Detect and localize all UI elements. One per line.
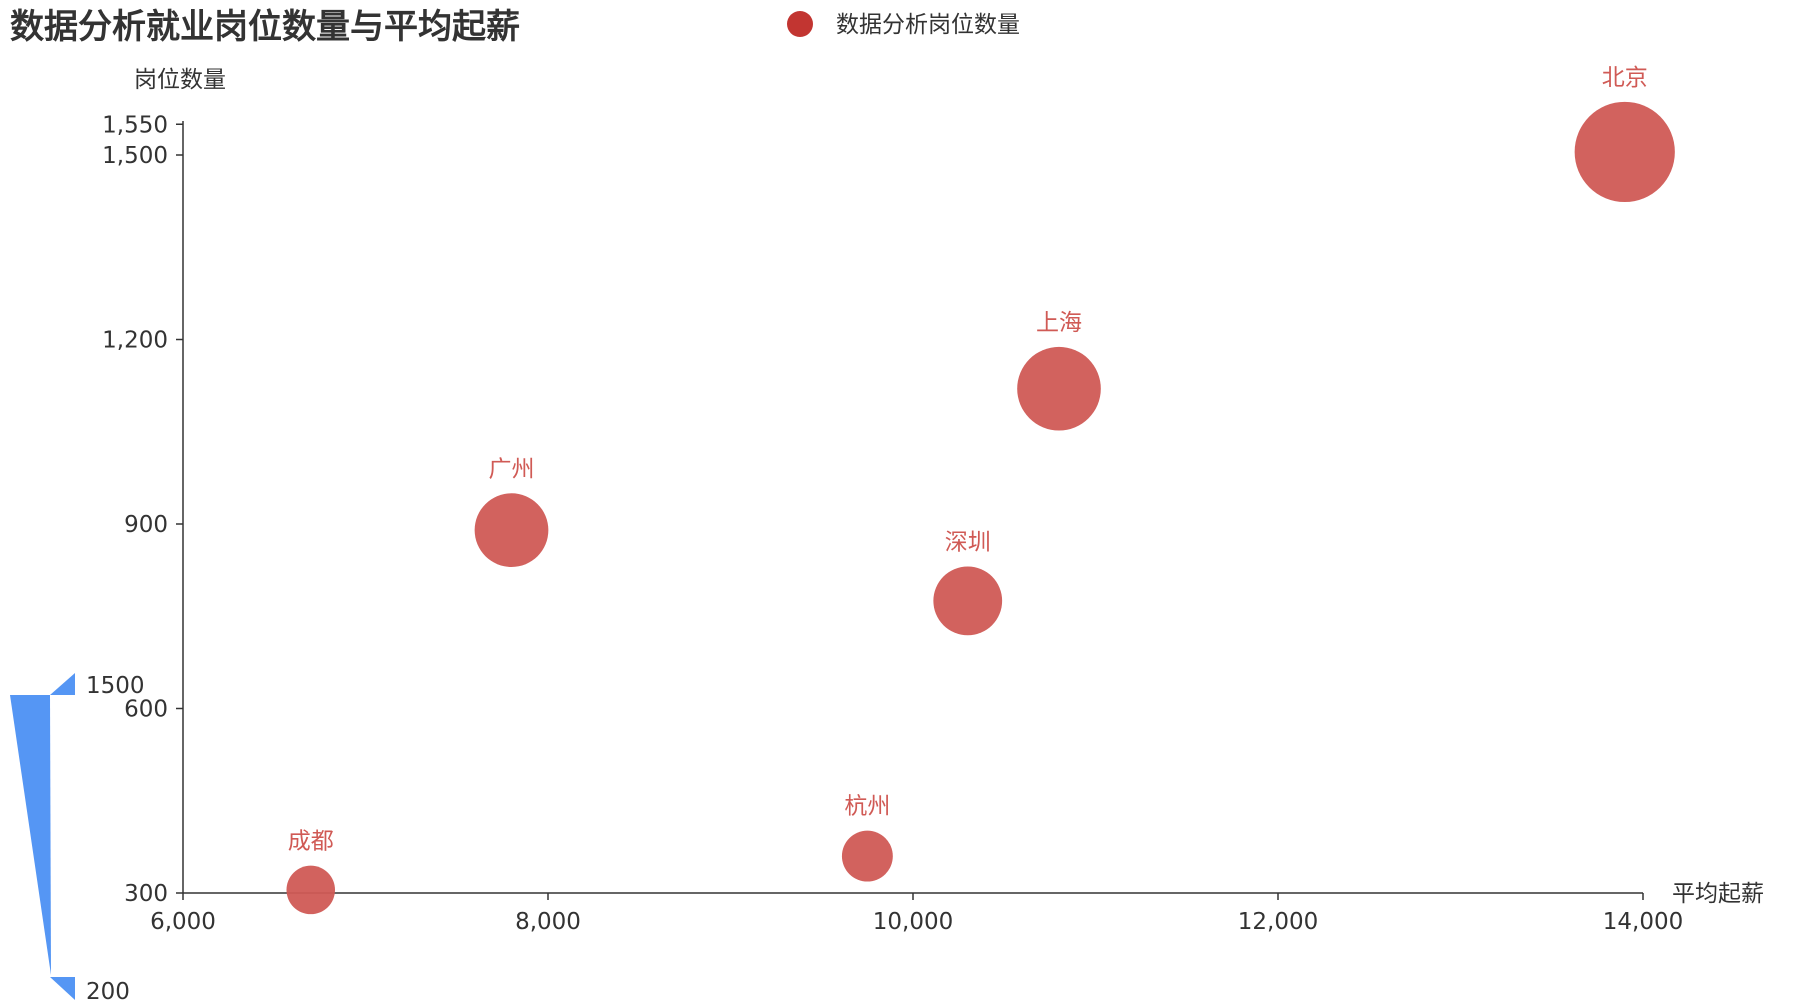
visual-map-max-label: 1500 <box>86 673 145 699</box>
x-ticks: 6,000 8,000 10,000 12,000 14,000 <box>150 893 1683 935</box>
x-tick-label: 10,000 <box>873 909 953 935</box>
data-point[interactable] <box>286 865 336 915</box>
chart-title: 数据分析就业岗位数量与平均起薪 <box>10 7 520 47</box>
data-label: 杭州 <box>844 794 890 820</box>
visual-map-min-label: 200 <box>86 979 130 1000</box>
data-label: 北京 <box>1602 65 1648 91</box>
data-point[interactable] <box>841 830 893 882</box>
visual-map-handle-top[interactable] <box>50 673 75 695</box>
data-label: 成都 <box>288 829 334 855</box>
data-point[interactable] <box>1017 346 1101 431</box>
visual-map[interactable]: 1500 200 <box>10 673 145 1000</box>
x-tick-label: 8,000 <box>515 909 581 935</box>
y-axis-name: 岗位数量 <box>134 67 226 93</box>
legend[interactable]: 数据分析岗位数量 <box>787 11 1020 38</box>
y-tick-label: 300 <box>124 881 168 907</box>
y-tick-label: 1,500 <box>102 143 168 169</box>
data-label: 上海 <box>1036 310 1082 336</box>
x-axis-name: 平均起薪 <box>1672 881 1764 907</box>
data-label: 广州 <box>489 456 535 482</box>
data-point[interactable] <box>474 493 549 568</box>
data-point[interactable] <box>933 566 1003 636</box>
y-tick-label: 900 <box>124 512 168 538</box>
legend-marker[interactable] <box>787 11 813 37</box>
y-tick-label: 1,200 <box>102 328 168 354</box>
data-label: 深圳 <box>945 529 991 555</box>
y-ticks: 300 600 900 1,200 1,500 1,550 <box>102 112 183 907</box>
legend-label[interactable]: 数据分析岗位数量 <box>836 12 1020 38</box>
x-tick-label: 6,000 <box>150 909 216 935</box>
y-tick-label: 1,550 <box>102 112 168 138</box>
x-tick-label: 14,000 <box>1603 909 1683 935</box>
y-tick-label: 600 <box>124 697 168 723</box>
visual-map-bar <box>10 695 51 975</box>
visual-map-handle-bottom[interactable] <box>50 977 75 1000</box>
x-tick-label: 12,000 <box>1238 909 1318 935</box>
data-point[interactable] <box>1574 101 1675 203</box>
